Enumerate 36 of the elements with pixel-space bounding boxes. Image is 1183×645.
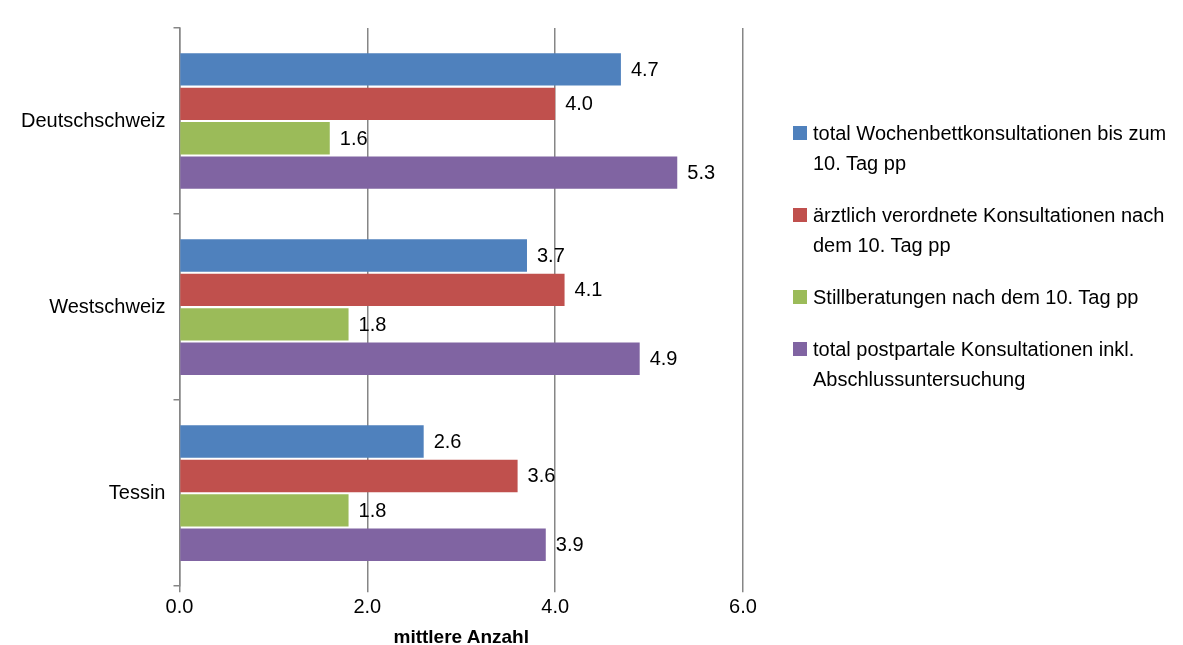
data-label: 3.7 — [536, 243, 565, 266]
x-tick-label: 2.0 — [353, 594, 382, 617]
legend-label: ärztlich verordnete Konsultationen nach dem 10. Tag pp — [813, 203, 1166, 258]
legend-label: total Wochenbettkonsultationen bis zum 10. Tag pp — [813, 121, 1168, 176]
bar — [180, 459, 518, 493]
bar — [180, 494, 349, 527]
data-label: 2.6 — [433, 430, 462, 453]
bar — [180, 342, 640, 375]
data-label: 4.1 — [574, 278, 603, 301]
bar — [180, 156, 678, 189]
data-label: 5.3 — [687, 161, 716, 184]
legend-label: Stillberatungen nach dem 10. Tag pp — [813, 285, 1139, 310]
bar — [180, 308, 349, 341]
y-tick-label: Tessin — [108, 480, 166, 503]
data-label: 4.7 — [630, 57, 659, 80]
data-label: 1.8 — [358, 498, 387, 521]
data-label: 3.9 — [555, 533, 584, 556]
x-tick-label: 4.0 — [541, 594, 570, 617]
data-label: 4.0 — [565, 92, 593, 115]
bar — [180, 425, 424, 458]
bar — [180, 122, 330, 155]
bar — [180, 87, 556, 120]
legend-label: total postpartale Konsultationen inkl. Abschlussuntersuchung — [813, 337, 1136, 392]
y-tick-label: Deutschschweiz — [20, 108, 166, 131]
bar — [180, 273, 565, 307]
x-axis-title: mittlere Anzahl — [393, 625, 529, 645]
x-tick-label: 0.0 — [165, 594, 194, 617]
x-tick-label: 6.0 — [729, 594, 757, 617]
y-tick-label: Westschweiz — [49, 294, 166, 317]
data-label: 4.9 — [649, 347, 678, 370]
data-label: 1.6 — [339, 126, 368, 149]
bar — [180, 53, 621, 86]
bar — [180, 239, 527, 272]
bar — [180, 528, 546, 561]
data-label: 3.6 — [527, 464, 556, 487]
data-label: 1.8 — [358, 312, 387, 335]
